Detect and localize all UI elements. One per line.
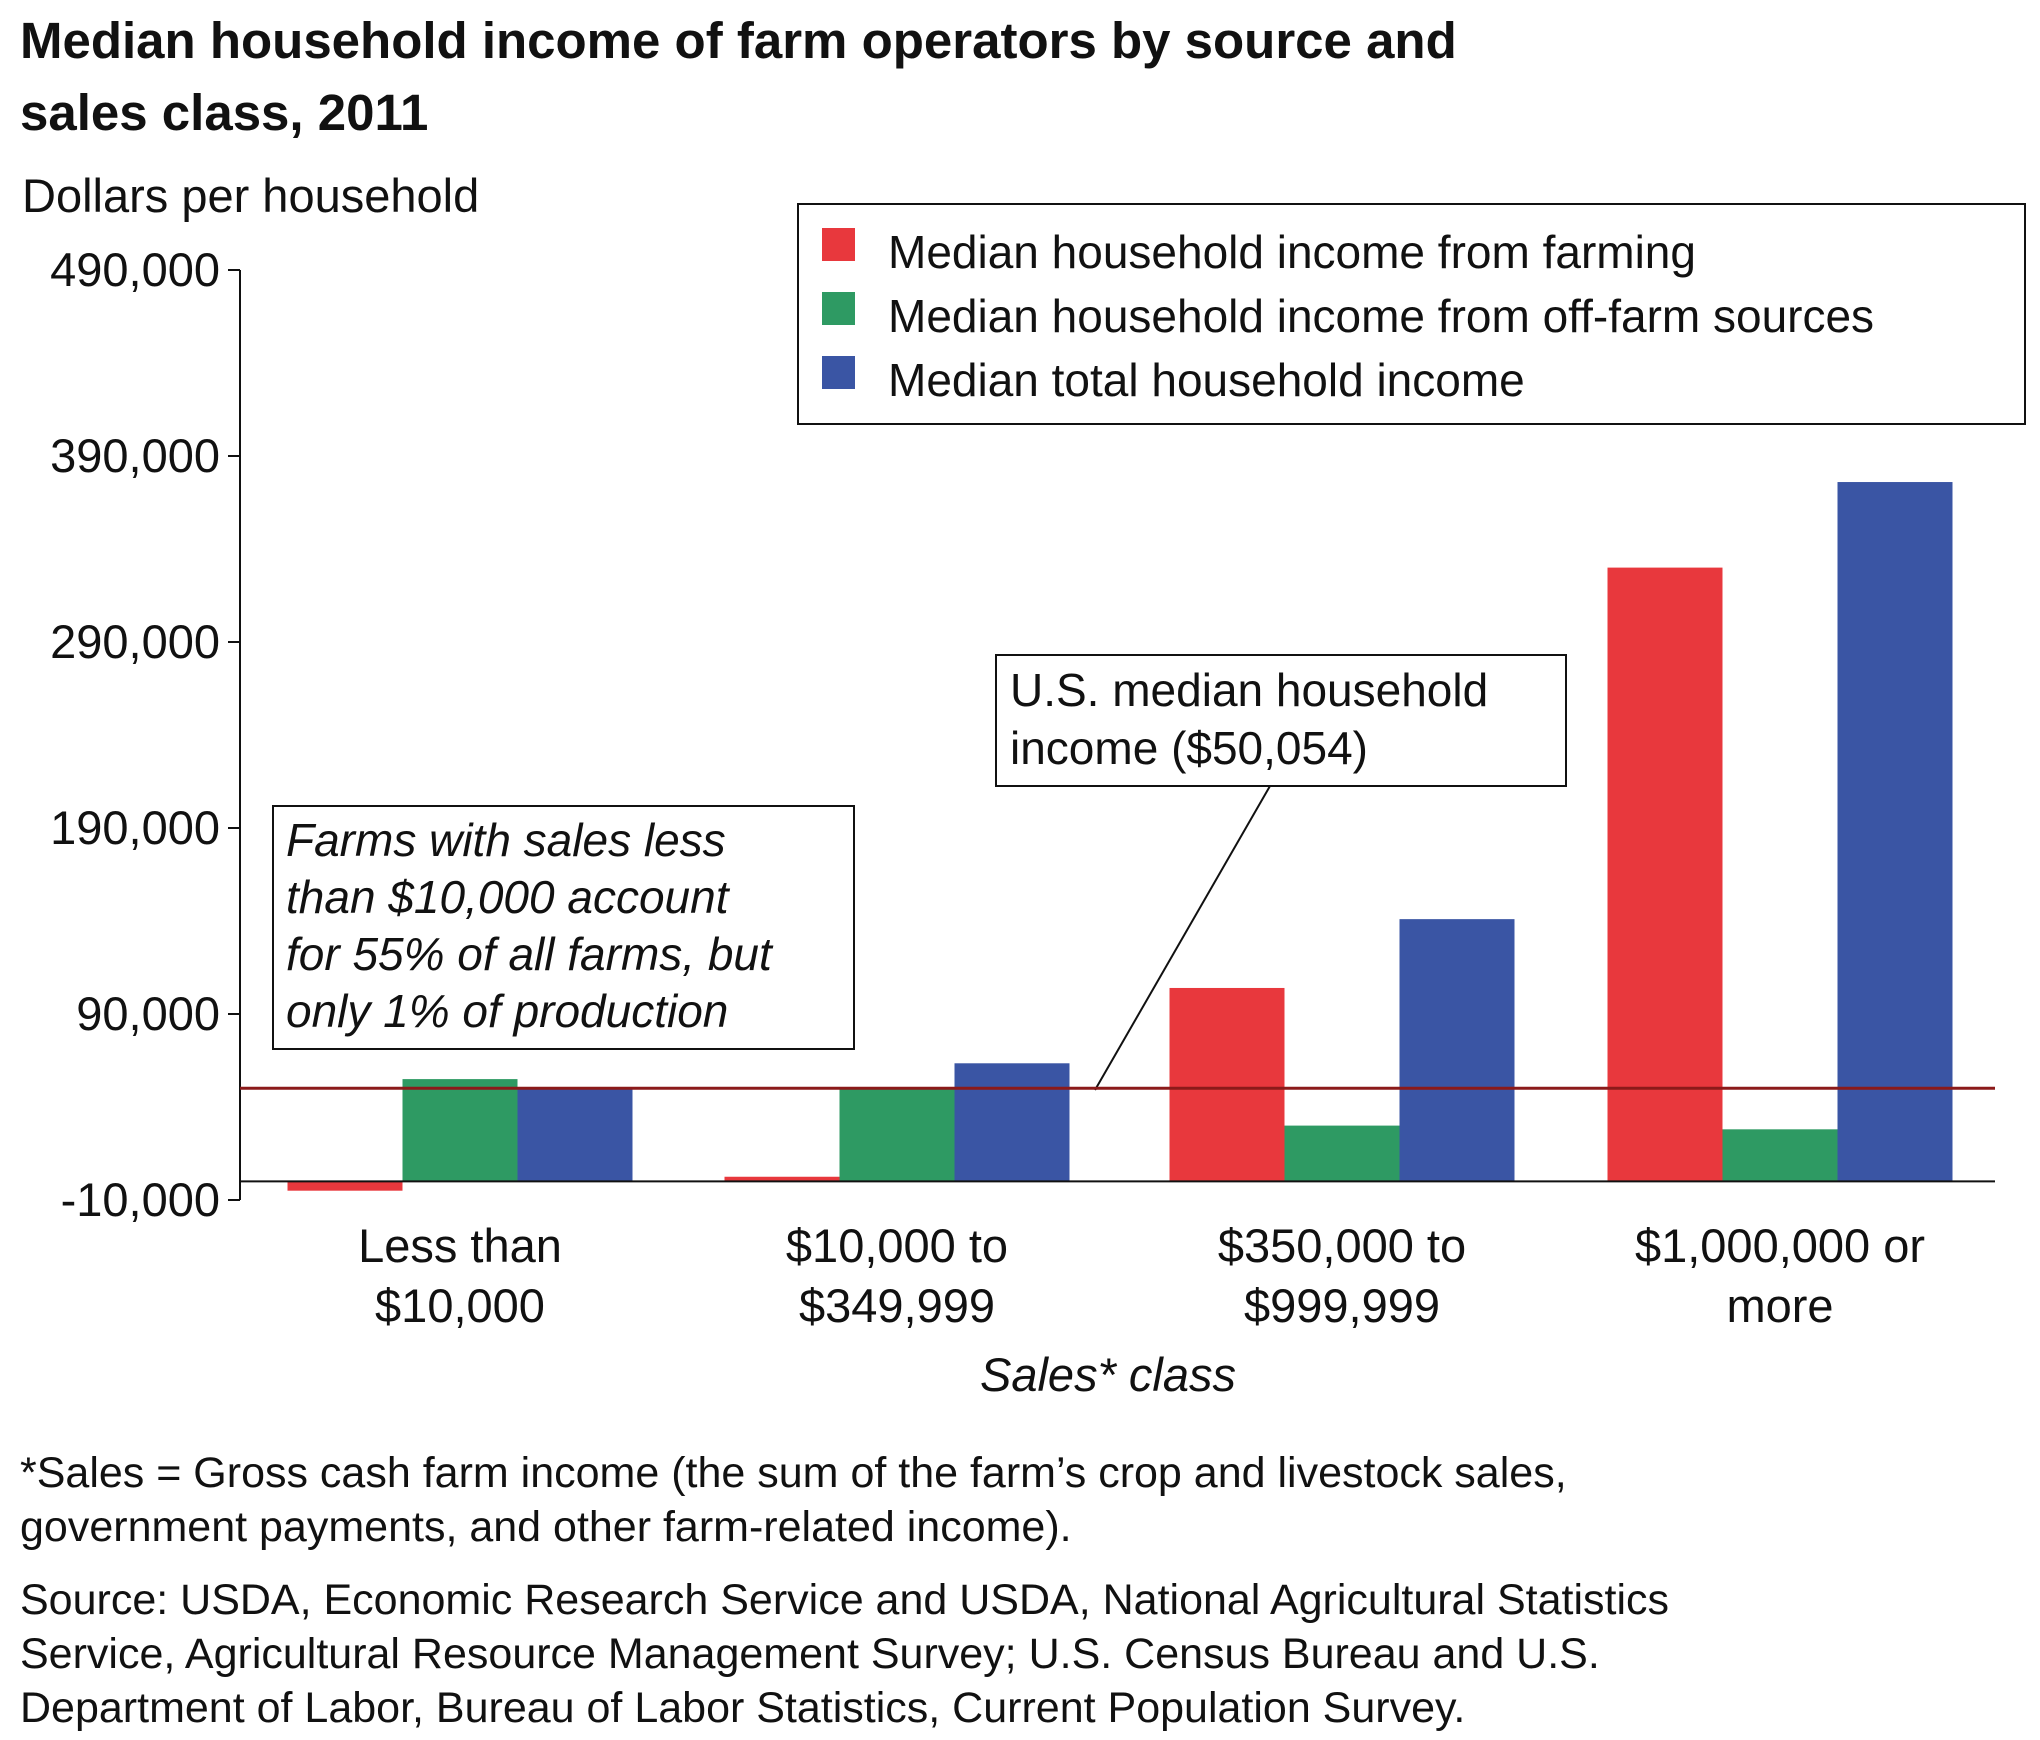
footnote-source-line-2: Service, Agricultural Resource Managemen… xyxy=(20,1630,1600,1678)
x-category-label: $999,999 xyxy=(1244,1279,1440,1332)
bar-total xyxy=(1837,482,1953,1182)
small-farms-annotation-line-3: for 55% of all farms, but xyxy=(286,928,774,980)
bar-farming xyxy=(1169,987,1285,1182)
y-axis-label: Dollars per household xyxy=(22,169,479,222)
footnote-source-line-1: Source: USDA, Economic Research Service … xyxy=(20,1576,1669,1624)
y-tick-label: 190,000 xyxy=(50,801,220,854)
x-category-label: $350,000 to xyxy=(1218,1219,1466,1272)
bar-offfarm xyxy=(1284,1125,1400,1182)
legend-swatch-farming xyxy=(822,228,855,261)
small-farms-annotation-line-4: only 1% of production xyxy=(286,985,728,1037)
legend-label-total: Median total household income xyxy=(888,354,1525,406)
y-tick-label: 390,000 xyxy=(50,429,220,482)
bar-offfarm xyxy=(402,1079,518,1182)
bar-farming xyxy=(287,1181,403,1191)
us-median-annotation-box xyxy=(995,654,1567,787)
bar-farming xyxy=(724,1176,840,1182)
x-category-label: $349,999 xyxy=(799,1279,995,1332)
bar-offfarm xyxy=(1722,1129,1838,1182)
y-tick-label: 90,000 xyxy=(76,987,220,1040)
legend-box xyxy=(797,203,2026,425)
bar-total xyxy=(1399,919,1515,1182)
footnote-sales-line-2: government payments, and other farm-rela… xyxy=(20,1503,1072,1551)
us-median-annotation-line-2: income ($50,054) xyxy=(1010,722,1368,774)
x-category-label: $10,000 xyxy=(375,1279,545,1332)
us-median-annotation: U.S. median household income ($50,054) xyxy=(995,654,1567,1091)
legend-label-offfarm: Median household income from off-farm so… xyxy=(888,290,1874,342)
small-farms-annotation-line-1: Farms with sales less xyxy=(286,814,726,866)
legend-swatch-total xyxy=(822,356,855,389)
y-tick-label: 290,000 xyxy=(50,615,220,668)
x-category-label: Less than xyxy=(358,1219,562,1272)
us-median-leader-line xyxy=(1094,785,1271,1091)
footnote-source-line-3: Department of Labor, Bureau of Labor Sta… xyxy=(20,1684,1465,1732)
bar-offfarm xyxy=(839,1087,955,1182)
small-farms-annotation: Farms with sales less than $10,000 accou… xyxy=(272,805,855,1050)
legend: Median household income from farming Med… xyxy=(797,203,2026,425)
y-tick-label: -10,000 xyxy=(61,1173,220,1226)
x-category-label: $1,000,000 or xyxy=(1635,1219,1925,1272)
axes xyxy=(239,270,1995,1200)
y-axis: -10,000 90,000 190,000 290,000 390,000 490,00… xyxy=(50,243,240,1226)
bar-total xyxy=(517,1087,633,1182)
legend-swatch-offfarm xyxy=(822,292,855,325)
chart-title-line-1: Median household income of farm operator… xyxy=(20,12,1457,69)
y-tick-label: 490,000 xyxy=(50,243,220,296)
x-axis-categories: Less than $10,000 $10,000 to $349,999 $350,0… xyxy=(358,1219,1925,1332)
x-category-label: more xyxy=(1726,1279,1833,1332)
footnote-sales-line-1: *Sales = Gross cash farm income (the sum… xyxy=(20,1449,1567,1497)
us-median-annotation-line-1: U.S. median household xyxy=(1010,664,1488,716)
bars xyxy=(287,482,1953,1191)
bar-farming xyxy=(1607,567,1723,1182)
small-farms-annotation-line-2: than $10,000 account xyxy=(286,871,731,923)
x-category-label: $10,000 to xyxy=(786,1219,1008,1272)
chart-title-line-2: sales class, 2011 xyxy=(20,84,428,141)
bar-total xyxy=(954,1063,1070,1182)
x-axis-label: Sales* class xyxy=(980,1348,1236,1401)
small-farms-annotation-box xyxy=(272,805,855,1050)
legend-label-farming: Median household income from farming xyxy=(888,226,1696,278)
